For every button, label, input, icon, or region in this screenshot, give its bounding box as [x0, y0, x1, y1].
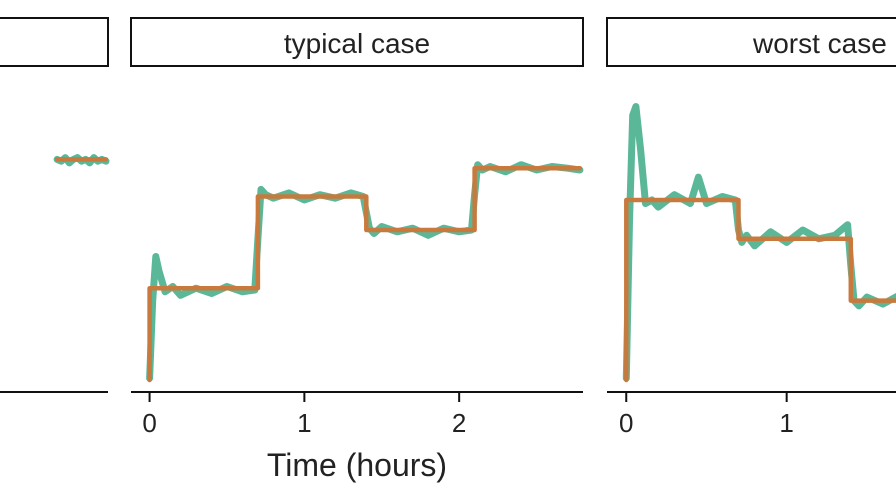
series-step: [624, 197, 896, 383]
strip-title: typical case: [284, 28, 430, 59]
panel-typical-case: typical case 0 1 2: [130, 17, 584, 438]
panel-left-partial: [0, 17, 110, 393]
x-tick-label: 0: [619, 408, 633, 438]
strip-title: worst case: [752, 28, 887, 59]
series-line: [622, 103, 896, 382]
strip-box: [130, 17, 584, 67]
x-tick-label: 2: [452, 408, 466, 438]
strip-box: [0, 17, 109, 67]
strip-box: [606, 17, 896, 67]
panel-worst-case: worst case 0 1: [606, 17, 896, 438]
x-tick-label: 1: [779, 408, 793, 438]
x-tick-label: 1: [297, 408, 311, 438]
series-step: [147, 165, 583, 383]
x-tick-label: 0: [142, 408, 156, 438]
x-axis-title: Time (hours): [267, 447, 447, 483]
